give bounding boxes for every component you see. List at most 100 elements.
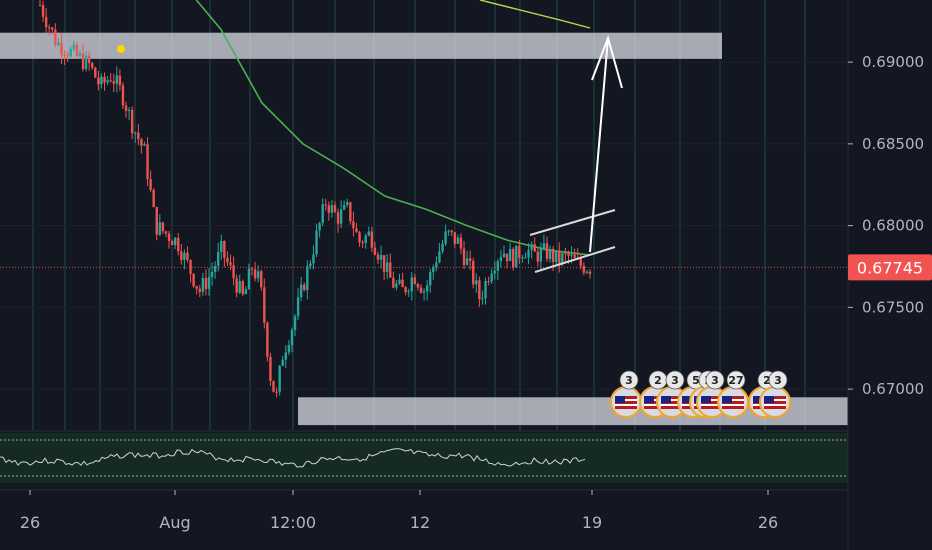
candle-body [530,244,533,250]
candle-body [407,291,410,293]
candle-body [508,248,512,262]
candle-body [435,262,438,268]
candle-body [413,277,417,285]
arrow-drawing[interactable] [589,34,623,253]
candle-body [462,248,466,265]
candle-body [186,252,189,260]
candle-body [299,284,303,298]
candle-body [91,63,94,68]
oscillator-line [0,448,586,468]
candle-body [327,205,331,213]
candle-body [475,280,478,285]
candle-body [118,75,122,86]
candle-body [146,144,149,180]
candle-body [545,243,549,259]
candle-body [487,280,490,282]
candle-body [502,253,506,257]
price-axis[interactable]: 0.69000 0.68500 0.68000 0.67500 0.67000 [848,53,924,398]
candle-body [94,67,97,78]
candle-body [432,267,435,273]
candle-body [361,242,364,244]
candle-body [69,49,72,57]
candle-body [87,55,91,64]
candle-body [333,205,337,213]
candle-body [324,204,327,206]
candle-body [499,256,503,262]
candle-body [376,254,380,260]
event-badge[interactable]: 3 [610,370,642,418]
candle-body [493,270,496,274]
candle-body [318,223,321,231]
candle-body [161,222,165,232]
candle-body [281,359,284,366]
candle-body [456,237,460,244]
candle-body [84,55,88,70]
candlesticks [38,0,592,398]
event-badge[interactable]: 27 [717,370,749,418]
event-badge-count: 5 [692,374,700,387]
time-tick-label: 19 [582,513,602,532]
candle-body [389,262,392,278]
time-tick-label: 12 [410,513,430,532]
candle-body [382,255,386,272]
candle-body [505,253,509,262]
candle-body [263,287,266,323]
candle-body [275,391,278,393]
candle-body [379,255,383,260]
event-badge[interactable]: 3 [759,370,791,418]
candle-body [266,322,269,357]
candle-body [223,241,226,258]
candle-body [235,278,238,293]
candle-body [533,244,536,252]
event-badges[interactable]: 3235132723 [610,370,791,418]
candle-body [124,105,128,111]
candle-body [521,257,524,259]
candle-body [66,55,69,57]
candle-body [585,271,589,273]
candle-body [438,251,441,263]
candle-body [115,75,119,84]
candle-body [140,139,143,146]
candle-body [54,29,57,46]
candle-body [459,237,463,249]
secondary-moving-average-line [479,0,591,29]
candle-body [204,278,208,289]
time-tick-label: Aug [159,513,190,532]
candle-body [425,285,429,292]
candle-body [398,279,401,284]
price-tick-label: 0.67000 [862,380,924,398]
candle-body [309,263,312,267]
time-axis[interactable]: 26 Aug 12:00 12 19 26 [20,490,778,532]
candle-body [253,269,257,279]
candle-body [573,254,576,258]
candle-body [570,254,573,256]
candle-body [192,273,195,287]
channel-drawing[interactable] [529,209,616,273]
time-tick-label: 26 [758,513,778,532]
candle-body [81,53,85,70]
candle-body [481,298,484,300]
candle-body [75,44,79,56]
candle-body [213,265,217,272]
svg-text:0.67745: 0.67745 [857,258,923,277]
candle-body [106,80,109,83]
oscillator-pane [0,433,848,483]
candle-body [164,231,168,234]
candle-body [201,278,205,292]
candle-body [217,251,220,266]
candle-body [170,240,174,246]
candle-body [518,245,521,259]
candle-body [293,316,297,330]
candle-body [370,231,374,248]
current-price-label: 0.67745 [848,254,932,281]
candle-body [134,132,137,134]
candle-body [229,262,232,266]
event-badge-count: 2 [763,374,771,387]
candle-body [63,54,66,56]
candle-body [542,243,546,249]
candle-body [447,230,450,232]
event-badge-count: 3 [671,374,679,387]
candle-body [143,144,146,146]
candle-body [220,241,223,252]
